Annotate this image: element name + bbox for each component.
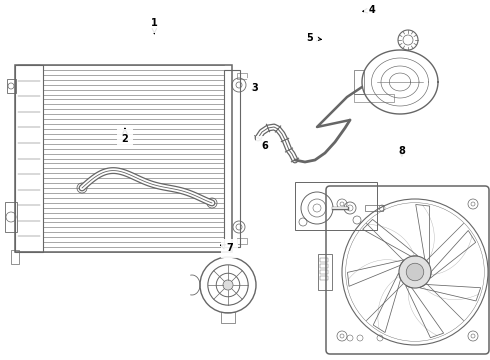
Bar [320,276,328,280]
Bar [320,258,328,262]
Text: 6: 6 [261,141,268,151]
Circle shape [399,256,431,288]
Text: 4: 4 [363,5,376,15]
Text: 3: 3 [251,83,258,93]
Bar [237,73,247,79]
Text: 2: 2 [122,129,128,144]
Bar [224,70,240,247]
Bar [221,312,235,323]
Bar [237,238,247,244]
Bar [354,94,394,102]
Bar [318,254,332,290]
Text: 1: 1 [151,18,158,33]
Text: 5: 5 [306,33,321,43]
Text: 7: 7 [220,243,233,253]
Bar [320,270,328,274]
Bar [15,65,232,252]
Bar [15,65,43,252]
Bar [7,79,16,93]
Text: 8: 8 [398,146,405,156]
Bar [5,202,17,232]
Bar [11,250,19,264]
Bar [320,264,328,268]
Circle shape [406,263,424,281]
Bar [354,70,364,94]
Bar [365,205,383,211]
Bar [295,182,377,230]
Circle shape [223,280,233,290]
